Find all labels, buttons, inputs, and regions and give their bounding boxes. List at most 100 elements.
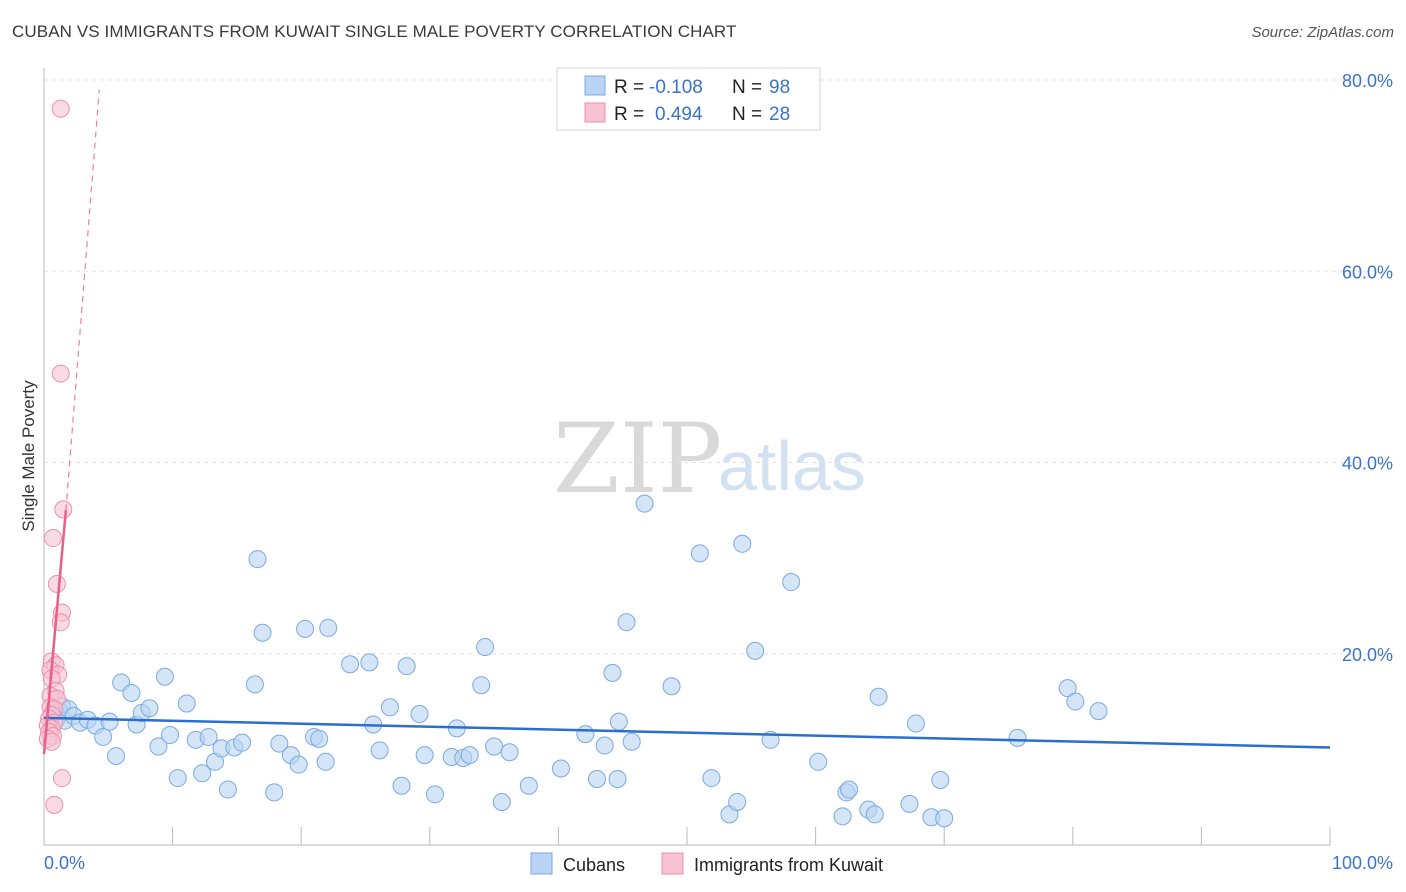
legend-n-value-pink: 28 [769,104,790,125]
cubans-point-47 [380,698,399,717]
cubans-point-14 [122,683,141,702]
cubans-point-73 [662,677,681,696]
chart-title: CUBAN VS IMMIGRANTS FROM KUWAIT SINGLE M… [12,22,737,41]
legend-swatch-pink [584,102,606,123]
cubans-point-19 [155,667,174,686]
cubans-point-61 [500,743,519,762]
cubans-point-49 [397,657,416,676]
kuwait-point-0 [51,99,70,118]
trend-lines [42,89,1331,755]
cubans-point-95 [1058,679,1077,698]
gridlines [44,79,1393,655]
cubans-point-43 [341,655,360,674]
legend-n-label-pink: N = [732,104,762,125]
bottom-legend-swatch-kuwait [661,852,684,875]
cubans-point-12 [107,747,126,766]
cubans-point-66 [595,736,614,755]
cubans-point-38 [296,619,315,638]
cubans-point-67 [603,663,622,682]
cubans-point-28 [218,780,237,799]
legend-n-value-blue: 98 [769,77,790,98]
legend-r-value-pink: 0.494 [655,104,703,125]
cubans-point-88 [869,687,888,706]
cubans-point-64 [576,725,595,744]
cubans-point-59 [485,737,504,756]
kuwait-point-27 [45,795,64,814]
legend-r-label-blue: R = [614,77,644,98]
cubans-point-37 [289,755,308,774]
kuwait-point-3 [44,529,63,548]
cubans-point-40 [310,729,329,748]
cubans-point-69 [609,712,628,731]
cubans-point-81 [782,573,801,592]
cubans-point-62 [519,776,538,795]
kuwait-trend-line [42,510,68,755]
cubans-point-21 [168,769,187,788]
bottom-legend-label-kuwait: Immigrants from Kuwait [694,855,883,875]
cubans-point-74 [690,544,709,563]
cubans-point-33 [253,623,272,642]
bottom-legend: Cubans Immigrants from Kuwait [530,852,883,875]
cubans-point-51 [415,746,434,765]
cubans-point-17 [140,699,159,718]
y-tick-label-20: 20.0% [1342,645,1393,665]
cubans-point-78 [733,534,752,553]
cubans-point-83 [833,807,852,826]
cubans-point-35 [270,734,289,753]
cubans-point-89 [900,794,919,813]
kuwait-point-2 [54,500,73,519]
series-cubans [45,494,1108,828]
kuwait-point-1 [51,364,70,383]
y-axis-label: Single Male Poverty [19,380,38,532]
cubans-point-90 [906,714,925,733]
cubans-point-57 [472,676,491,695]
cubans-point-41 [316,752,335,771]
legend-box: R = -0.108 N = 98 R = 0.494 N = 28 [556,67,821,131]
cubans-trend-line [43,716,1331,749]
cubans-point-22 [177,694,196,713]
cubans-point-46 [370,741,389,760]
cubans-point-97 [1089,702,1108,721]
cubans-point-11 [100,712,119,731]
cubans-point-70 [617,613,636,632]
y-tick-label-40: 40.0% [1342,454,1393,474]
cubans-point-58 [476,638,495,657]
cubans-point-79 [746,641,765,660]
cubans-point-63 [551,759,570,778]
legend-r-label-pink: R = [614,104,644,125]
cubans-point-96 [1066,692,1085,711]
cubans-point-82 [809,752,828,771]
cubans-point-44 [360,653,379,672]
watermark-zip: ZIP [553,403,722,515]
cubans-point-20 [161,726,180,745]
x-tick-label-min: 0.0% [44,853,85,873]
cubans-point-85 [840,780,859,799]
bottom-legend-swatch-cubans [530,852,553,875]
cubans-point-87 [865,805,884,824]
cubans-point-75 [702,769,721,788]
cubans-point-92 [931,770,950,789]
cubans-point-10 [94,727,113,746]
cubans-point-24 [193,764,212,783]
cubans-point-60 [492,792,511,811]
cubans-point-48 [392,776,411,795]
cubans-point-65 [587,770,606,789]
cubans-point-56 [460,746,479,765]
cubans-point-31 [245,675,264,694]
legend-swatch-blue [584,75,606,96]
cubans-point-34 [265,783,284,802]
legend-n-label-blue: N = [732,77,762,98]
cubans-point-42 [319,618,338,637]
y-tick-label-60: 60.0% [1342,262,1393,282]
cubans-point-68 [608,770,627,789]
bottom-legend-label-cubans: Cubans [563,855,625,875]
y-axis-tick-labels: 20.0% 40.0% 60.0% 80.0% [1342,71,1393,665]
legend-r-value-blue: -0.108 [649,77,703,98]
cubans-point-32 [248,550,267,569]
kuwait-trend-extension [65,89,100,511]
cubans-point-94 [1008,728,1027,747]
cubans-point-77 [728,792,747,811]
x-axis-ticks [172,827,1331,845]
cubans-point-72 [635,494,654,513]
cubans-point-50 [410,704,429,723]
